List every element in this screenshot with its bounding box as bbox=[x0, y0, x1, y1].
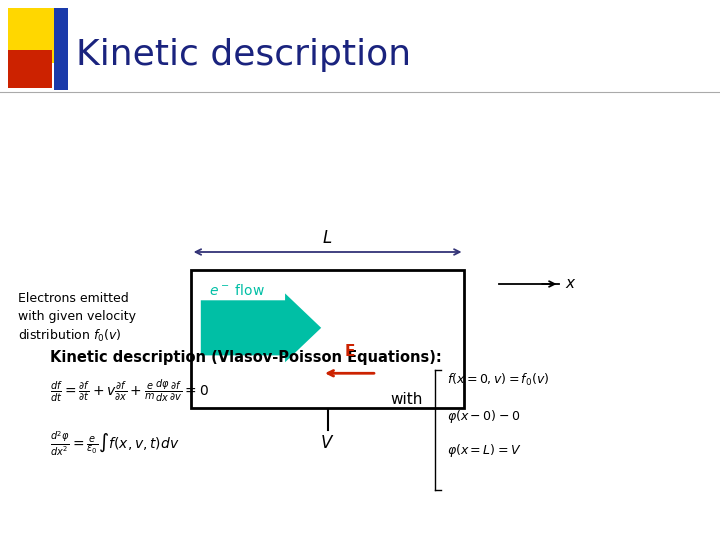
Text: $\frac{d^2\varphi}{dx^2} = \frac{e}{\varepsilon_0}\int f(x,v,t)dv$: $\frac{d^2\varphi}{dx^2} = \frac{e}{\var… bbox=[50, 430, 179, 458]
Text: $\mathbf{E}$: $\mathbf{E}$ bbox=[344, 343, 355, 359]
Text: $x$: $x$ bbox=[565, 276, 577, 292]
Text: with: with bbox=[390, 393, 423, 408]
Text: $\varphi(x=L) = V$: $\varphi(x=L) = V$ bbox=[447, 442, 521, 459]
Bar bbox=[54, 8, 68, 90]
Text: $\varphi(x-0) - 0$: $\varphi(x-0) - 0$ bbox=[447, 408, 520, 425]
Text: Kinetic description (Vlasov-Poisson Equations):: Kinetic description (Vlasov-Poisson Equa… bbox=[50, 350, 442, 365]
Text: Kinetic description: Kinetic description bbox=[76, 38, 411, 72]
Text: Electrons emitted: Electrons emitted bbox=[18, 292, 129, 305]
Text: $V$: $V$ bbox=[320, 434, 335, 451]
Text: distribution $f_0(v)$: distribution $f_0(v)$ bbox=[18, 328, 122, 344]
Text: $L$: $L$ bbox=[323, 229, 333, 247]
FancyArrow shape bbox=[201, 293, 321, 362]
Text: $\frac{df}{dt} = \frac{\partial f}{\partial t} + v\frac{\partial f}{\partial x} : $\frac{df}{dt} = \frac{\partial f}{\part… bbox=[50, 378, 209, 404]
Bar bbox=[8, 50, 52, 88]
Text: $f(x=0,v) = f_0(v)$: $f(x=0,v) = f_0(v)$ bbox=[447, 372, 549, 388]
Text: $e^-$ flow: $e^-$ flow bbox=[209, 282, 265, 298]
Bar bbox=[191, 270, 464, 408]
Text: with given velocity: with given velocity bbox=[18, 310, 136, 323]
Bar bbox=[8, 8, 63, 63]
